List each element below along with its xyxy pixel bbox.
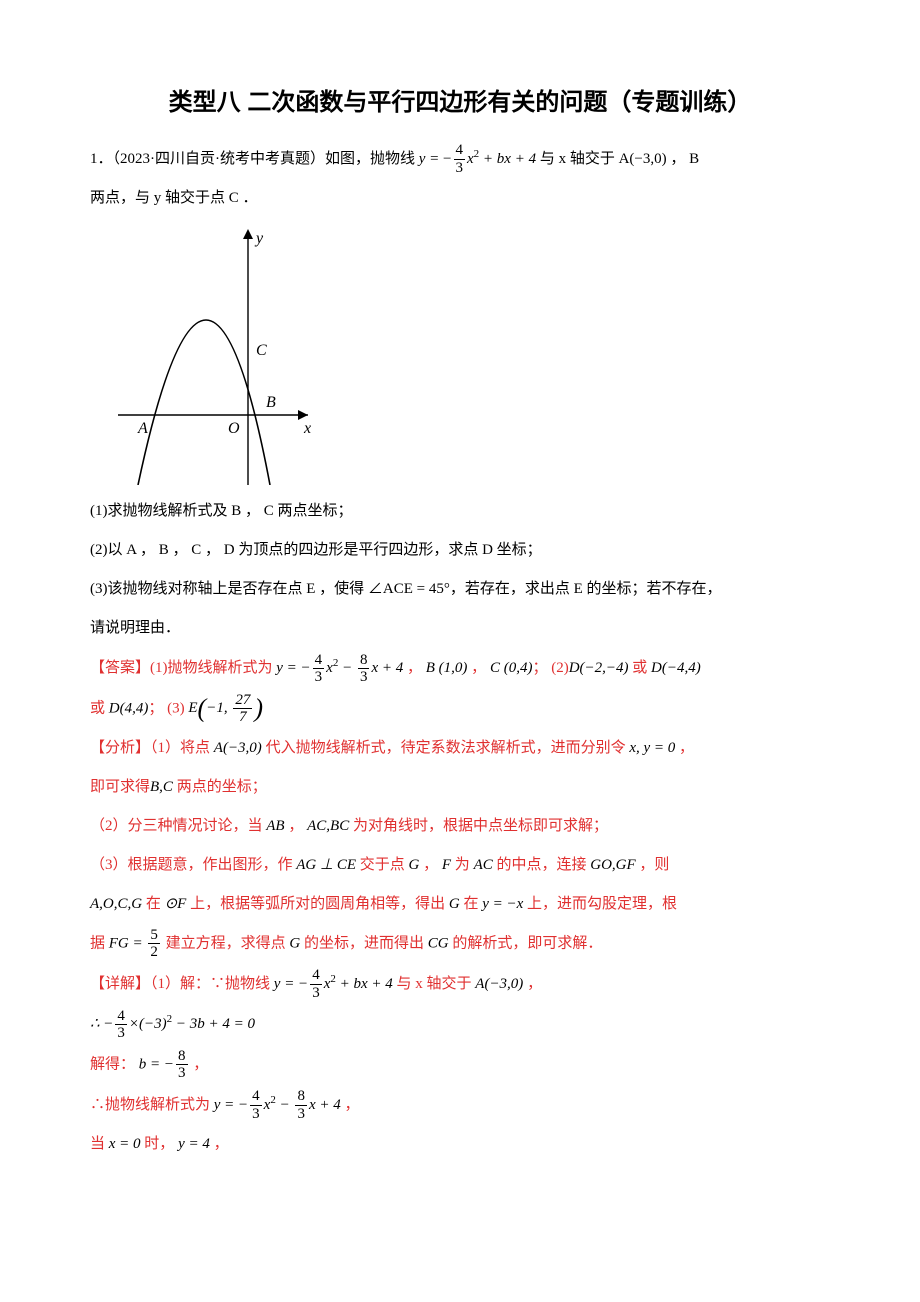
frac-8-3c: 83 [295, 1088, 307, 1122]
answer-p1-prefix: (1)抛物线解析式为 [150, 660, 273, 676]
parabola-svg: O A B C x y [108, 225, 318, 485]
label-C: C [256, 342, 267, 359]
label-B: B [266, 394, 276, 411]
analysis-line-3b: A,O,C,G 在 ⊙F 上，根据等弧所对的圆周角相等，得出 G 在 y = −… [90, 888, 830, 921]
pt-E: E(−1, 277) [188, 700, 263, 716]
detail-formula-main: y = −43x2 + bx + 4 [274, 976, 397, 992]
question-2: (2)以 A ， B ， C ， D 为顶点的四边形是平行四边形，求点 D 坐标… [90, 534, 830, 567]
problem-stem-2: 两点，与 y 轴交于点 C ． [90, 182, 830, 215]
answer-line-2: 或 D(4,4)； (3) E(−1, 277) [90, 692, 830, 726]
answer-p3-prefix: (3) [167, 700, 185, 716]
frac-4-3: 43 [454, 142, 466, 176]
label-x: x [303, 420, 311, 437]
stem-prefix: 1．（2023·四川自贡·统考中考真题）如图，抛物线 [90, 151, 415, 167]
analysis-line-3a: （3）根据题意，作出图形，作 AG ⊥ CE 交于点 G ， F 为 AC 的中… [90, 849, 830, 882]
answer-formula1: y = −43x2 − 83x + 4 [276, 660, 407, 676]
x-axis-arrow [298, 410, 308, 420]
answer-line-1: 【答案】(1)抛物线解析式为 y = −43x2 − 83x + 4 ， B (… [90, 651, 830, 686]
parabola-curve [138, 320, 270, 485]
detail-label: 【详解】 [90, 976, 150, 992]
detail-line-eq: ∴ −43×(−3)2 − 3b + 4 = 0 [90, 1007, 830, 1042]
analysis-line-3c: 据 FG = 52 建立方程，求得点 G 的坐标，进而得出 CG 的解析式，即可… [90, 927, 830, 961]
frac-4-3b: 43 [313, 652, 325, 686]
question-1: (1)求抛物线解析式及 B ， C 两点坐标； [90, 495, 830, 528]
question-3a: (3)该抛物线对称轴上是否存在点 E ，使得 ∠ACE = 45°，若存在，求出… [90, 573, 830, 606]
detail-line-1: 【详解】（1）解：∵抛物线 y = −43x2 + bx + 4 与 x 轴交于… [90, 967, 830, 1002]
frac-4-3c: 43 [310, 967, 322, 1001]
pt-D1: D(−2,−4) [569, 660, 629, 676]
question-3b: 请说明理由． [90, 612, 830, 645]
frac-4-3d: 43 [115, 1008, 127, 1042]
pt-B: B (1,0) [426, 660, 468, 676]
frac-4-3e: 43 [250, 1088, 262, 1122]
page-title: 类型八 二次函数与平行四边形有关的问题（专题训练） [90, 80, 830, 126]
pt-D2: D(−4,4) [651, 660, 701, 676]
frac-8-3b: 83 [176, 1048, 188, 1082]
pt-D3: D(4,4) [109, 700, 149, 716]
parabola-graph: O A B C x y [90, 225, 830, 485]
analysis-label: 【分析】 [90, 740, 150, 756]
label-O: O [228, 420, 240, 437]
label-A: A [137, 420, 148, 437]
analysis-line-2: （2）分三种情况讨论，当 AB ， AC,BC 为对角线时，根据中点坐标即可求解… [90, 810, 830, 843]
pt-C: C (0,4) [490, 660, 533, 676]
detail-line-result: ∴抛物线解析式为 y = −43x2 − 83x + 4 ， [90, 1088, 830, 1123]
answer-p2-prefix: (2) [551, 660, 569, 676]
frac-5-2: 52 [148, 927, 160, 961]
problem-stem-1: 1．（2023·四川自贡·统考中考真题）如图，抛物线 y = −43x2 + b… [90, 142, 830, 177]
detail-line-solve: 解得： b = −83 ， [90, 1048, 830, 1082]
frac-27-7: 277 [233, 692, 252, 726]
detail-line-last: 当 x = 0 时， y = 4 ， [90, 1128, 830, 1161]
y-axis-arrow [243, 229, 253, 239]
frac-8-3: 83 [358, 652, 370, 686]
analysis-line-1: 【分析】（1）将点 A(−3,0) 代入抛物线解析式，待定系数法求解析式，进而分… [90, 732, 830, 765]
analysis-line-1b: 即可求得B,C 两点的坐标； [90, 771, 830, 804]
formula-main: y = −43x2 + bx + 4 [419, 151, 540, 167]
detail-formula-result: y = −43x2 − 83x + 4 [214, 1097, 345, 1113]
label-y: y [254, 230, 264, 247]
answer-label: 【答案】 [90, 660, 150, 676]
